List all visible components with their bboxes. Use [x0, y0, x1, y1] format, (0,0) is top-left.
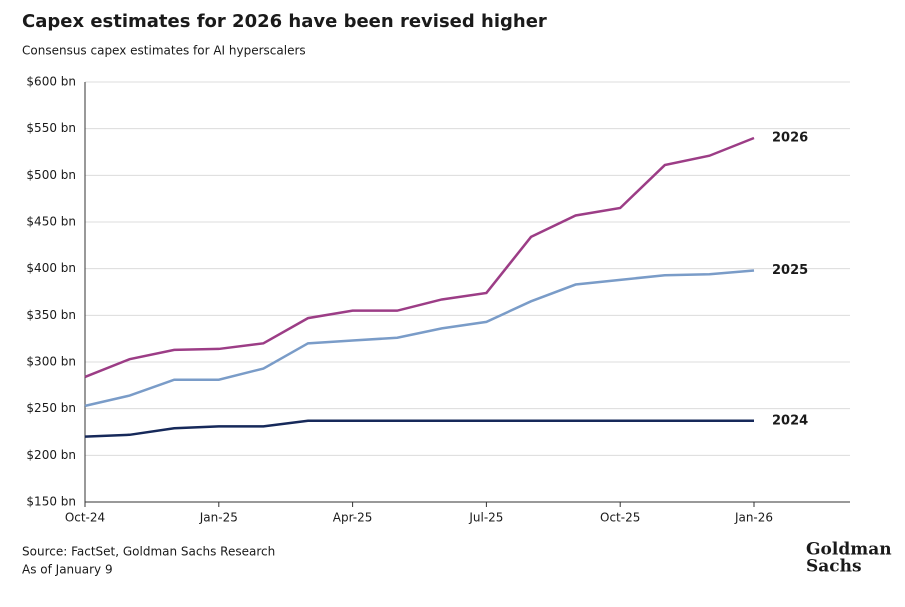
- x-tick-label: Jan-26: [734, 511, 773, 525]
- x-tick-label: Oct-24: [65, 511, 105, 525]
- y-tick-label: $450 bn: [26, 215, 76, 229]
- series-line: [84, 136, 755, 379]
- brand: Sachs: [806, 557, 862, 577]
- series-label: 2024: [772, 413, 808, 428]
- y-tick-label: $400 bn: [26, 261, 76, 275]
- y-tick-label: $150 bn: [26, 495, 76, 509]
- series-line: [84, 269, 755, 408]
- series-line: [84, 419, 754, 438]
- series-label: 2026: [772, 131, 808, 146]
- y-tick-label: $550 bn: [26, 121, 76, 135]
- x-tick-label: Oct-25: [600, 511, 640, 525]
- y-tick-label: $600 bn: [26, 75, 76, 89]
- y-tick-label: $350 bn: [26, 308, 76, 322]
- x-tick-label: Apr-25: [333, 511, 373, 525]
- y-tick-label: $200 bn: [26, 448, 76, 462]
- y-tick-label: $250 bn: [26, 401, 76, 415]
- note: As of January 9: [22, 563, 113, 577]
- series-label: 2025: [772, 263, 808, 278]
- y-tick-label: $300 bn: [26, 355, 76, 369]
- brand: Goldman: [806, 540, 892, 560]
- source: Source: FactSet, Goldman Sachs Research: [22, 545, 275, 559]
- x-tick-label: Jul-25: [468, 511, 503, 525]
- chart-subtitle: Consensus capex estimates for AI hypersc…: [22, 44, 306, 58]
- y-tick-label: $500 bn: [26, 168, 76, 182]
- chart-title: Capex estimates for 2026 have been revis…: [22, 11, 547, 32]
- x-tick-label: Jan-25: [199, 511, 238, 525]
